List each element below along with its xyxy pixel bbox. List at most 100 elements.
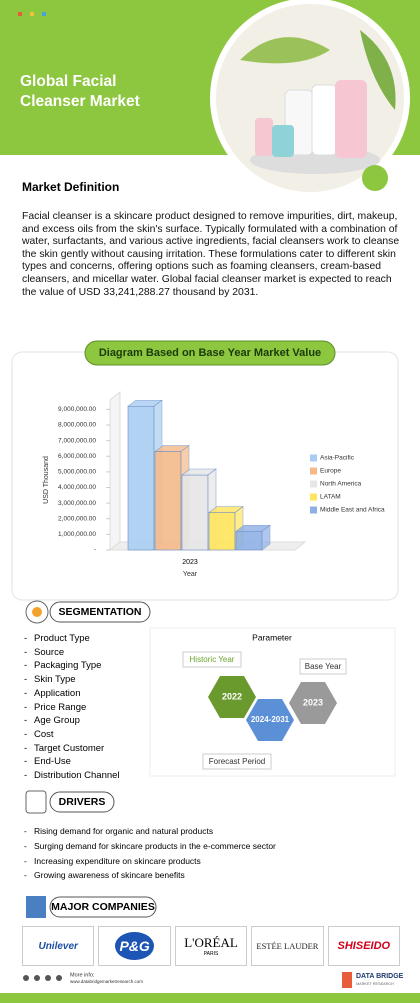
legend-swatch: [310, 467, 317, 475]
segment-item: - Target Customer: [24, 742, 120, 756]
driver-label: Surging demand for skincare products in …: [34, 840, 276, 851]
y-axis-title: USD Thousand: [43, 456, 50, 504]
legend-swatch: [310, 493, 317, 501]
segment-label: Skin Type: [34, 674, 76, 686]
bullet: -: [24, 660, 28, 672]
brand-sub: MARKET RESEARCH: [356, 982, 394, 986]
historic-label: Historic Year: [190, 655, 235, 664]
accent-dot: [362, 165, 388, 191]
icon: [32, 607, 42, 617]
brand-mark: [342, 972, 352, 988]
title: Global Facial Cleanser Market: [20, 72, 140, 112]
y-tick-label: 6,000,000.00: [58, 453, 96, 460]
bar: [181, 474, 209, 551]
section-heading: MAJOR COMPANIES: [51, 901, 155, 913]
segment-label: Packaging Type: [34, 660, 102, 672]
legend-swatch: [310, 506, 317, 514]
dot: [42, 12, 46, 16]
bullet: -: [24, 826, 27, 836]
social-icon: [45, 975, 51, 981]
segment-item: - End-Use: [24, 755, 120, 769]
definition-heading: Market Definition: [22, 180, 120, 194]
icon: [25, 790, 47, 814]
driver-item: - Increasing expenditure on skincare prod…: [24, 854, 276, 869]
bottle: [311, 84, 338, 156]
bullet: -: [24, 728, 28, 740]
hexagon: [208, 676, 256, 718]
section-heading: DRIVERS: [59, 796, 106, 808]
company-name: SHISEIDO: [337, 940, 391, 952]
company-logo: SHISEIDO: [327, 926, 401, 966]
bar: [235, 530, 263, 551]
segment-item: - Skin Type: [24, 673, 120, 687]
company-logo: Unilever: [22, 926, 95, 966]
historic-year: 2022: [222, 691, 242, 701]
label-box: [182, 651, 242, 668]
driver-label: Increasing expenditure on skincare produ…: [34, 855, 201, 866]
y-tick-label: 7,000,000.00: [58, 437, 96, 444]
bar-side: [261, 524, 271, 551]
company-sub: PARIS: [203, 951, 219, 957]
bottle: [335, 80, 367, 158]
social-icon: [34, 975, 40, 981]
parameter-title: Parameter: [252, 632, 292, 642]
legend-label: Asia-Pacific: [320, 455, 355, 462]
segment-item: - Price Range: [24, 701, 120, 715]
x-axis-title: Year: [183, 571, 198, 578]
pill: [49, 791, 115, 813]
bullet: -: [24, 633, 28, 644]
y-tick-label: 5,000,000.00: [58, 469, 96, 476]
company-name: P&G: [115, 932, 154, 960]
forecast-years: 2024-2031: [251, 715, 290, 724]
bullet: -: [24, 840, 27, 851]
icon: [26, 896, 46, 918]
company-name: Unilever: [38, 940, 78, 952]
forecast-label: Forecast Period: [209, 757, 265, 766]
driver-item: - Surging demand for skincare products in…: [24, 839, 276, 854]
hexagon: [289, 682, 337, 724]
legend-swatch: [310, 454, 317, 462]
social-icon: [56, 975, 62, 981]
title-line: Global Facial: [20, 73, 117, 90]
bullet: -: [24, 674, 28, 686]
segment-label: Cost: [34, 728, 54, 740]
leaf: [240, 37, 330, 64]
hexagon: [246, 699, 294, 741]
driver-item: - Rising demand for organic and natural p…: [24, 824, 276, 839]
bullet: -: [24, 770, 28, 782]
bar: [154, 451, 182, 551]
label-box: [202, 753, 272, 770]
more-info: More info:: [70, 972, 95, 978]
wall: [109, 390, 121, 552]
bar: [208, 512, 236, 551]
pill: [49, 601, 151, 623]
bullet: -: [24, 646, 28, 658]
chart-title-pill: [84, 340, 336, 366]
y-tick-label: 1,000,000.00: [58, 531, 96, 538]
company-name: ESTÉE LAUDER: [256, 941, 319, 951]
driver-item: - Growing awareness of skincare benefits: [24, 868, 276, 883]
bullet: -: [24, 870, 27, 881]
title-line: Cleanser Market: [20, 93, 140, 110]
segment-item: - Cost: [24, 728, 120, 742]
bottle: [255, 118, 273, 156]
company-name: L'ORÉAL: [184, 935, 238, 950]
company-logo: L'ORÉAL PARIS: [174, 926, 248, 966]
segment-item: - Source: [24, 646, 120, 660]
dot: [18, 12, 22, 16]
chart-title: Diagram Based on Base Year Market Value: [99, 347, 321, 359]
segment-label: Source: [34, 646, 65, 658]
legend-label: Europe: [320, 468, 341, 475]
company-logo: ESTÉE LAUDER: [251, 926, 324, 966]
legend-swatch: [310, 480, 317, 488]
definition-text: Facial cleanser is a skincare product de…: [22, 211, 400, 298]
segment-label: Product Type: [34, 633, 90, 644]
segment-item: - Age Group: [24, 714, 120, 728]
section-heading: SEGMENTATION: [58, 606, 141, 618]
segment-label: Application: [34, 687, 81, 699]
legend-label: Middle East and Africa: [320, 507, 385, 514]
driver-label: Rising demand for organic and natural pr…: [34, 826, 214, 836]
social-icon: [23, 975, 29, 981]
label-box: [299, 658, 347, 675]
company-logos: Unilever P&G L'ORÉAL PARIS ESTÉE LAUDER SHISE…: [22, 926, 401, 966]
